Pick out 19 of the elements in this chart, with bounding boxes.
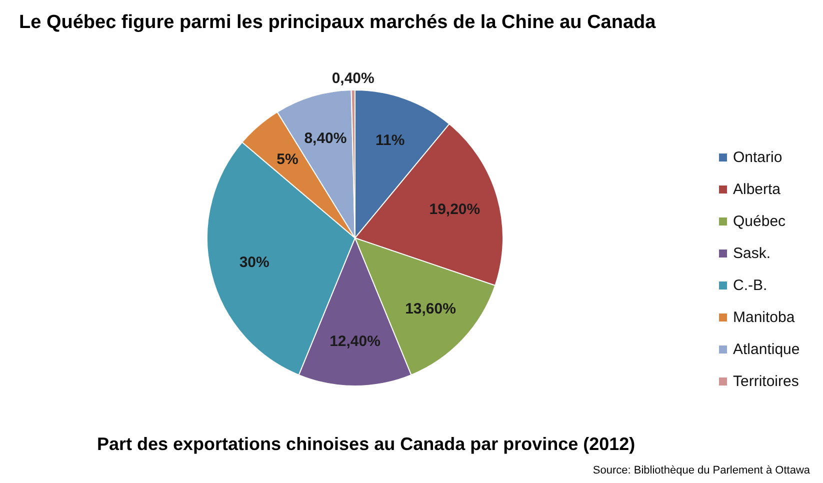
source-note: Source: Bibliothèque du Parlement à Ottawa <box>592 464 811 476</box>
data-label: 19,20% <box>429 201 480 218</box>
data-label: 13,60% <box>405 300 456 318</box>
legend-label: C.-B. <box>733 277 768 294</box>
legend-label: Alberta <box>733 181 782 198</box>
text: Part des exportations chinoises au Canada par province (2012) <box>97 434 636 454</box>
legend-label: Territoires <box>733 373 799 390</box>
legend-label: Ontario <box>733 149 782 166</box>
legend-label: Atlantique <box>733 341 800 358</box>
data-label: 11% <box>375 132 405 150</box>
data-label: 5% <box>276 150 298 168</box>
legend-label: Québec <box>733 213 786 230</box>
data-label: 12,40% <box>330 333 380 350</box>
data-label: 8,40% <box>304 130 347 148</box>
legend-label: Manitoba <box>733 309 796 326</box>
data-label: 0,40% <box>332 70 374 88</box>
data-label: 30% <box>239 254 270 271</box>
legend-label: Sask. <box>733 245 771 262</box>
chart-title: Le Québec figure parmi les principaux marchés de la Chine au Canada <box>19 12 656 33</box>
